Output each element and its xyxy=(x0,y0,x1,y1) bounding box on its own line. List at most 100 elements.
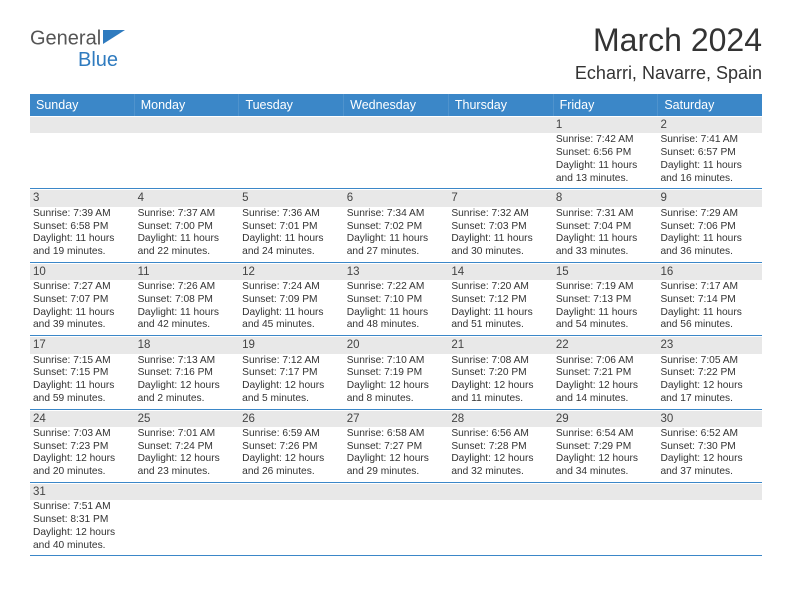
daylight-text: Daylight: 12 hours and 20 minutes. xyxy=(33,453,132,479)
empty-cell xyxy=(448,483,553,555)
day-number: 6 xyxy=(344,190,449,206)
sunset-text: Sunset: 7:21 PM xyxy=(556,367,655,380)
daylight-text: Daylight: 11 hours and 27 minutes. xyxy=(347,233,446,259)
sunset-text: Sunset: 7:09 PM xyxy=(242,294,341,307)
sunrise-text: Sunrise: 7:08 AM xyxy=(451,355,550,368)
daylight-text: Daylight: 12 hours and 32 minutes. xyxy=(451,453,550,479)
sunrise-text: Sunrise: 7:06 AM xyxy=(556,355,655,368)
sunrise-text: Sunrise: 7:12 AM xyxy=(242,355,341,368)
calendar: SundayMondayTuesdayWednesdayThursdayFrid… xyxy=(30,94,762,556)
sunrise-text: Sunrise: 6:52 AM xyxy=(660,428,759,441)
daylight-text: Daylight: 11 hours and 51 minutes. xyxy=(451,307,550,333)
empty-cell xyxy=(239,483,344,555)
day-number: 1 xyxy=(553,117,658,133)
daylight-text: Daylight: 11 hours and 24 minutes. xyxy=(242,233,341,259)
sunrise-text: Sunrise: 7:20 AM xyxy=(451,281,550,294)
day-number: 9 xyxy=(657,190,762,206)
sunset-text: Sunset: 7:06 PM xyxy=(660,221,759,234)
sunrise-text: Sunrise: 7:29 AM xyxy=(660,208,759,221)
day-number xyxy=(553,484,658,500)
daylight-text: Daylight: 11 hours and 33 minutes. xyxy=(556,233,655,259)
day-number: 4 xyxy=(135,190,240,206)
day-cell: 3Sunrise: 7:39 AMSunset: 6:58 PMDaylight… xyxy=(30,189,135,261)
empty-cell xyxy=(344,483,449,555)
day-number: 2 xyxy=(657,117,762,133)
day-number: 22 xyxy=(553,337,658,353)
sunrise-text: Sunrise: 7:39 AM xyxy=(33,208,132,221)
day-number: 19 xyxy=(239,337,344,353)
weekday-header-row: SundayMondayTuesdayWednesdayThursdayFrid… xyxy=(30,94,762,116)
day-cell: 20Sunrise: 7:10 AMSunset: 7:19 PMDayligh… xyxy=(344,336,449,408)
sunrise-text: Sunrise: 7:51 AM xyxy=(33,501,132,514)
daylight-text: Daylight: 11 hours and 45 minutes. xyxy=(242,307,341,333)
day-number: 17 xyxy=(30,337,135,353)
day-number: 13 xyxy=(344,264,449,280)
day-cell: 29Sunrise: 6:54 AMSunset: 7:29 PMDayligh… xyxy=(553,410,658,482)
weeks-container: 1Sunrise: 7:42 AMSunset: 6:56 PM Daylight… xyxy=(30,116,762,556)
sunrise-text: Sunrise: 6:59 AM xyxy=(242,428,341,441)
daylight-text: Daylight: 11 hours and 42 minutes. xyxy=(138,307,237,333)
daylight-text: Daylight: 11 hours and 48 minutes. xyxy=(347,307,446,333)
day-cell: 5Sunrise: 7:36 AMSunset: 7:01 PMDaylight… xyxy=(239,189,344,261)
sunrise-text: Sunrise: 7:37 AM xyxy=(138,208,237,221)
empty-cell xyxy=(344,116,449,188)
week-row: 3 Sunrise: 7:39 AMSunset: 6:58 PM Daylight… xyxy=(30,189,762,262)
day-number: 30 xyxy=(657,411,762,427)
daylight-text: Daylight: 11 hours and 59 minutes. xyxy=(33,380,132,406)
sunrise-text: Sunrise: 7:31 AM xyxy=(556,208,655,221)
day-number: 5 xyxy=(239,190,344,206)
daylight-text: Daylight: 11 hours and 30 minutes. xyxy=(451,233,550,259)
day-number: 26 xyxy=(239,411,344,427)
sunset-text: Sunset: 6:58 PM xyxy=(33,221,132,234)
daylight-text: Daylight: 12 hours and 26 minutes. xyxy=(242,453,341,479)
sunset-text: Sunset: 7:23 PM xyxy=(33,441,132,454)
sunset-text: Sunset: 6:56 PM xyxy=(556,147,655,160)
weekday-header: Sunday xyxy=(30,94,135,116)
sunset-text: Sunset: 7:07 PM xyxy=(33,294,132,307)
day-cell: 28Sunrise: 6:56 AMSunset: 7:28 PMDayligh… xyxy=(448,410,553,482)
day-cell: 21Sunrise: 7:08 AMSunset: 7:20 PMDayligh… xyxy=(448,336,553,408)
sunrise-text: Sunrise: 7:19 AM xyxy=(556,281,655,294)
sunset-text: Sunset: 7:08 PM xyxy=(138,294,237,307)
day-number: 3 xyxy=(30,190,135,206)
sunset-text: Sunset: 7:19 PM xyxy=(347,367,446,380)
sunrise-text: Sunrise: 6:56 AM xyxy=(451,428,550,441)
daylight-text: Daylight: 12 hours and 40 minutes. xyxy=(33,527,132,553)
day-cell: 14Sunrise: 7:20 AMSunset: 7:12 PMDayligh… xyxy=(448,263,553,335)
title-block: March 2024 Echarri, Navarre, Spain xyxy=(575,22,762,84)
empty-cell xyxy=(135,116,240,188)
day-cell: 1Sunrise: 7:42 AMSunset: 6:56 PMDaylight… xyxy=(553,116,658,188)
day-number: 25 xyxy=(135,411,240,427)
sunrise-text: Sunrise: 7:22 AM xyxy=(347,281,446,294)
daylight-text: Daylight: 12 hours and 2 minutes. xyxy=(138,380,237,406)
sunrise-text: Sunrise: 7:32 AM xyxy=(451,208,550,221)
day-number: 21 xyxy=(448,337,553,353)
day-number xyxy=(344,117,449,133)
weekday-header: Wednesday xyxy=(344,94,449,116)
empty-cell xyxy=(657,483,762,555)
sunset-text: Sunset: 7:28 PM xyxy=(451,441,550,454)
sunset-text: Sunset: 7:03 PM xyxy=(451,221,550,234)
week-row: 17Sunrise: 7:15 AMSunset: 7:15 PMDayligh… xyxy=(30,336,762,409)
sunset-text: Sunset: 7:16 PM xyxy=(138,367,237,380)
daylight-text: Daylight: 11 hours and 39 minutes. xyxy=(33,307,132,333)
day-cell: 16Sunrise: 7:17 AMSunset: 7:14 PMDayligh… xyxy=(657,263,762,335)
location: Echarri, Navarre, Spain xyxy=(575,63,762,84)
sunrise-text: Sunrise: 7:42 AM xyxy=(556,134,655,147)
day-number xyxy=(30,117,135,133)
sunrise-text: Sunrise: 7:41 AM xyxy=(660,134,759,147)
sunrise-text: Sunrise: 7:03 AM xyxy=(33,428,132,441)
day-number xyxy=(135,117,240,133)
day-number: 11 xyxy=(135,264,240,280)
day-cell: 17Sunrise: 7:15 AMSunset: 7:15 PMDayligh… xyxy=(30,336,135,408)
day-cell: 23Sunrise: 7:05 AMSunset: 7:22 PMDayligh… xyxy=(657,336,762,408)
sunset-text: Sunset: 7:14 PM xyxy=(660,294,759,307)
day-number: 29 xyxy=(553,411,658,427)
daylight-text: Daylight: 11 hours and 16 minutes. xyxy=(660,160,759,186)
sunset-text: Sunset: 7:24 PM xyxy=(138,441,237,454)
day-number xyxy=(239,484,344,500)
day-cell: 25Sunrise: 7:01 AMSunset: 7:24 PMDayligh… xyxy=(135,410,240,482)
day-number: 14 xyxy=(448,264,553,280)
month-title: March 2024 xyxy=(575,22,762,59)
sunset-text: Sunset: 7:04 PM xyxy=(556,221,655,234)
